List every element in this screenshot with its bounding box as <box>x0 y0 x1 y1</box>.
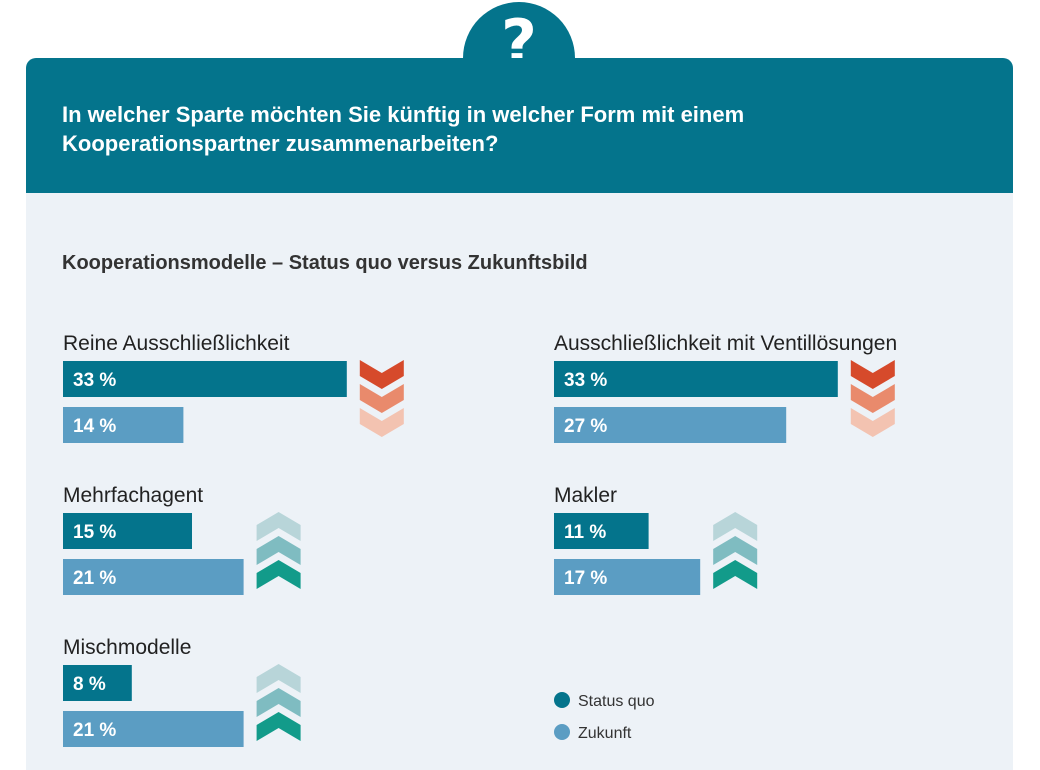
category-1-zukunft-bar <box>63 407 184 443</box>
category-2-chevron-down-icon-1 <box>850 360 895 389</box>
category-5-status-quo-value: 8 % <box>73 674 106 695</box>
category-5-chevron-up-icon-2 <box>256 688 301 717</box>
category-5-chevron-up-icon-3 <box>256 712 301 741</box>
chart-title: Kooperationsmodelle – Status quo versus … <box>62 252 588 274</box>
category-5-status-quo-bar <box>63 665 132 701</box>
category-4-status-quo-value: 11 % <box>564 522 606 543</box>
category-3-label: Mehrfachagent <box>63 484 203 507</box>
category-4-chevron-up-icon-2 <box>713 536 758 565</box>
category-1-zukunft-value: 14 % <box>73 416 116 437</box>
category-2-chevron-down-icon-2 <box>850 384 895 413</box>
category-2-chevron-down-icon-3 <box>850 408 895 437</box>
legend-label-1: Status quo <box>578 693 655 710</box>
category-4-status-quo-bar <box>554 513 649 549</box>
category-3-chevron-up-icon-3 <box>256 560 301 589</box>
category-1-label: Reine Ausschließlichkeit <box>63 332 290 355</box>
category-1-chevron-down-icon-2 <box>359 384 404 413</box>
category-4-zukunft-value: 17 % <box>564 568 607 589</box>
category-3-zukunft-value: 21 % <box>73 568 116 589</box>
chart-panel <box>26 190 1013 770</box>
category-3-chevron-up-icon-1 <box>256 512 301 541</box>
category-1-status-quo-bar <box>63 361 347 397</box>
category-4-chevron-up-icon-3 <box>713 560 758 589</box>
category-1-chevron-down-icon-1 <box>359 360 404 389</box>
category-5-label: Mischmodelle <box>63 636 191 659</box>
category-2-status-quo-value: 33 % <box>564 370 607 391</box>
category-5-chevron-up-icon-1 <box>256 664 301 693</box>
category-2-zukunft-value: 27 % <box>564 416 607 437</box>
legend-swatch-1 <box>554 692 570 708</box>
category-1-status-quo-value: 33 % <box>73 370 116 391</box>
legend-swatch-2 <box>554 724 570 740</box>
category-2-status-quo-bar <box>554 361 838 397</box>
category-2-zukunft-bar <box>554 407 787 443</box>
category-3-status-quo-bar <box>63 513 192 549</box>
question-text: In welcher Sparte möchten Sie künftig in… <box>62 102 745 156</box>
category-1-chevron-down-icon-3 <box>359 408 404 437</box>
category-5-zukunft-bar <box>63 711 244 747</box>
legend-label-2: Zukunft <box>578 725 632 742</box>
header-banner <box>26 58 1013 193</box>
category-5-zukunft-value: 21 % <box>73 720 116 741</box>
category-2-label: Ausschließlichkeit mit Ventillösungen <box>554 332 897 355</box>
category-4-label: Makler <box>554 484 617 507</box>
category-3-chevron-up-icon-2 <box>256 536 301 565</box>
category-3-zukunft-bar <box>63 559 244 595</box>
category-3-status-quo-value: 15 % <box>73 522 116 543</box>
category-4-zukunft-bar <box>554 559 701 595</box>
category-4-chevron-up-icon-1 <box>713 512 758 541</box>
